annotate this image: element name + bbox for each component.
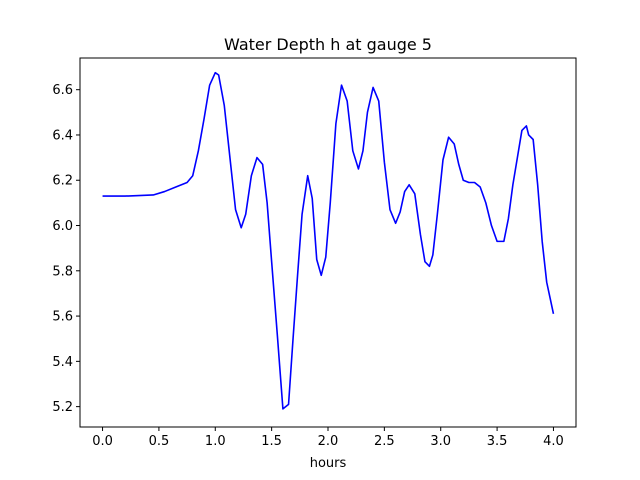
x-tick-label: 2.5 xyxy=(374,434,395,449)
x-axis-label: hours xyxy=(310,456,347,471)
y-tick-label: 6.4 xyxy=(52,128,73,143)
x-tick-label: 1.5 xyxy=(261,434,282,449)
plot-area xyxy=(79,57,577,428)
x-tick-label: 0.5 xyxy=(149,434,170,449)
y-tick-label: 6.0 xyxy=(52,219,73,234)
x-tick-label: 3.5 xyxy=(487,434,508,449)
x-tick-label: 3.0 xyxy=(430,434,451,449)
chart-title: Water Depth h at gauge 5 xyxy=(224,35,432,54)
x-tick-label: 0.0 xyxy=(92,434,113,449)
y-tick-label: 6.6 xyxy=(52,83,73,98)
y-tick-label: 5.4 xyxy=(52,355,73,370)
y-axis: 5.2 5.4 5.6 5.8 6.0 6.2 6.4 6.6 xyxy=(52,83,80,415)
y-tick-label: 5.8 xyxy=(52,264,73,279)
y-tick-label: 5.6 xyxy=(52,310,73,325)
y-tick-label: 5.2 xyxy=(52,400,73,415)
x-tick-label: 4.0 xyxy=(543,434,564,449)
x-tick-label: 1.0 xyxy=(205,434,226,449)
series-line-1 xyxy=(102,71,555,410)
plot-frame xyxy=(79,57,577,428)
x-tick-label: 2.0 xyxy=(318,434,339,449)
x-axis: 0.0 0.5 1.0 1.5 2.0 2.5 3.0 3.5 4.0 xyxy=(92,427,564,449)
y-tick-label: 6.2 xyxy=(52,174,73,189)
